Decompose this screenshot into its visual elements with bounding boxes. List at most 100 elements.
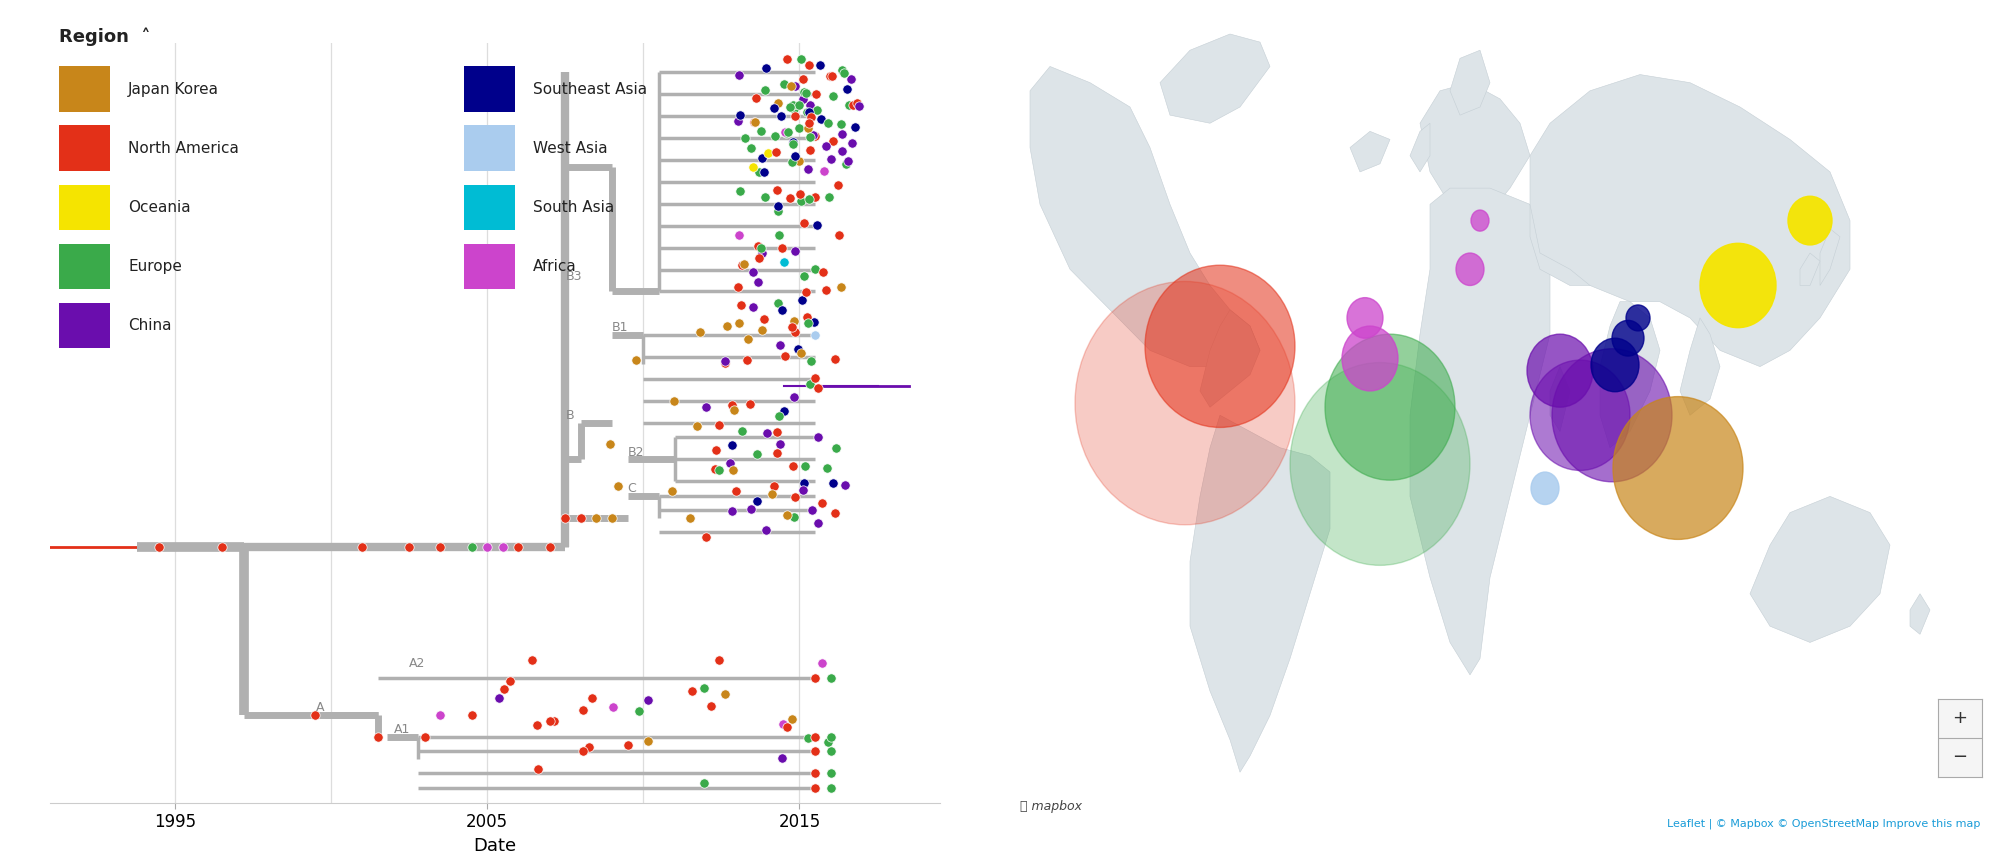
Point <box>766 241 798 255</box>
Point <box>806 496 838 510</box>
Point <box>658 394 690 408</box>
Point <box>718 463 750 476</box>
Point <box>688 776 720 790</box>
Point <box>776 155 808 169</box>
Point <box>790 85 822 99</box>
Point <box>768 717 800 731</box>
Polygon shape <box>1600 302 1660 448</box>
Point <box>704 653 736 667</box>
Point <box>768 404 800 418</box>
Ellipse shape <box>1612 320 1644 356</box>
Point <box>766 751 798 765</box>
Point <box>770 125 802 139</box>
Point <box>778 510 810 524</box>
Point <box>550 511 582 525</box>
Point <box>700 444 732 457</box>
Point <box>520 718 552 732</box>
Text: Europe: Europe <box>128 259 182 274</box>
Text: A1: A1 <box>394 723 410 736</box>
Point <box>728 257 760 271</box>
Point <box>762 204 794 217</box>
Point <box>836 135 868 149</box>
Point <box>744 251 776 265</box>
Point <box>762 96 794 110</box>
Point <box>832 154 864 168</box>
Text: South Asia: South Asia <box>532 200 614 215</box>
Ellipse shape <box>1612 397 1744 539</box>
Polygon shape <box>1450 50 1490 115</box>
Point <box>830 478 862 492</box>
Point <box>738 300 770 314</box>
Point <box>538 715 570 728</box>
Point <box>778 390 810 404</box>
Point <box>784 346 816 360</box>
Ellipse shape <box>1788 196 1832 245</box>
Point <box>580 511 612 525</box>
Point <box>632 734 664 748</box>
X-axis label: Date: Date <box>474 836 516 854</box>
Point <box>762 296 794 310</box>
Text: +: + <box>1952 709 1968 728</box>
Point <box>794 377 826 391</box>
Point <box>656 484 688 498</box>
Point <box>746 242 778 255</box>
Point <box>564 511 596 525</box>
Polygon shape <box>1530 74 1850 367</box>
Point <box>712 319 744 333</box>
Text: B1: B1 <box>612 321 628 335</box>
Point <box>772 125 804 139</box>
Point <box>788 216 820 230</box>
Point <box>800 104 832 117</box>
Point <box>482 690 514 704</box>
FancyBboxPatch shape <box>60 303 110 349</box>
Point <box>770 126 802 140</box>
Point <box>814 766 846 780</box>
Point <box>674 511 706 525</box>
Point <box>802 430 834 444</box>
Polygon shape <box>1800 253 1820 286</box>
Point <box>572 740 604 754</box>
Text: Japan Korea: Japan Korea <box>128 82 220 97</box>
Point <box>620 353 652 367</box>
Point <box>786 92 818 106</box>
Point <box>760 129 792 143</box>
Point <box>800 87 832 101</box>
Ellipse shape <box>1626 305 1650 331</box>
Point <box>816 69 848 83</box>
Polygon shape <box>1350 131 1390 172</box>
Point <box>740 116 772 129</box>
Point <box>806 112 838 126</box>
Point <box>726 258 758 272</box>
Point <box>814 671 846 685</box>
Text: North America: North America <box>128 141 240 156</box>
Point <box>764 109 796 123</box>
Point <box>812 117 844 130</box>
Point <box>708 356 740 370</box>
Point <box>746 323 778 337</box>
Point <box>788 269 820 283</box>
Point <box>778 149 810 163</box>
Point <box>684 325 716 339</box>
Text: Leaflet | © Mapbox © OpenStreetMap Improve this map: Leaflet | © Mapbox © OpenStreetMap Impro… <box>1666 818 1980 829</box>
Point <box>624 703 656 717</box>
Point <box>740 91 772 104</box>
Point <box>362 730 394 744</box>
Text: B2: B2 <box>628 445 644 458</box>
Point <box>488 683 520 696</box>
Point <box>780 110 812 123</box>
Point <box>300 708 332 721</box>
Point <box>594 438 626 451</box>
Point <box>742 275 774 289</box>
Point <box>750 190 782 204</box>
Point <box>566 703 598 717</box>
Point <box>776 98 808 111</box>
Point <box>772 720 804 734</box>
Point <box>716 398 748 412</box>
Point <box>824 117 856 131</box>
Point <box>820 441 852 455</box>
Point <box>794 110 826 124</box>
Point <box>784 193 816 207</box>
Point <box>776 320 808 334</box>
Point <box>794 142 826 156</box>
Point <box>716 504 748 518</box>
